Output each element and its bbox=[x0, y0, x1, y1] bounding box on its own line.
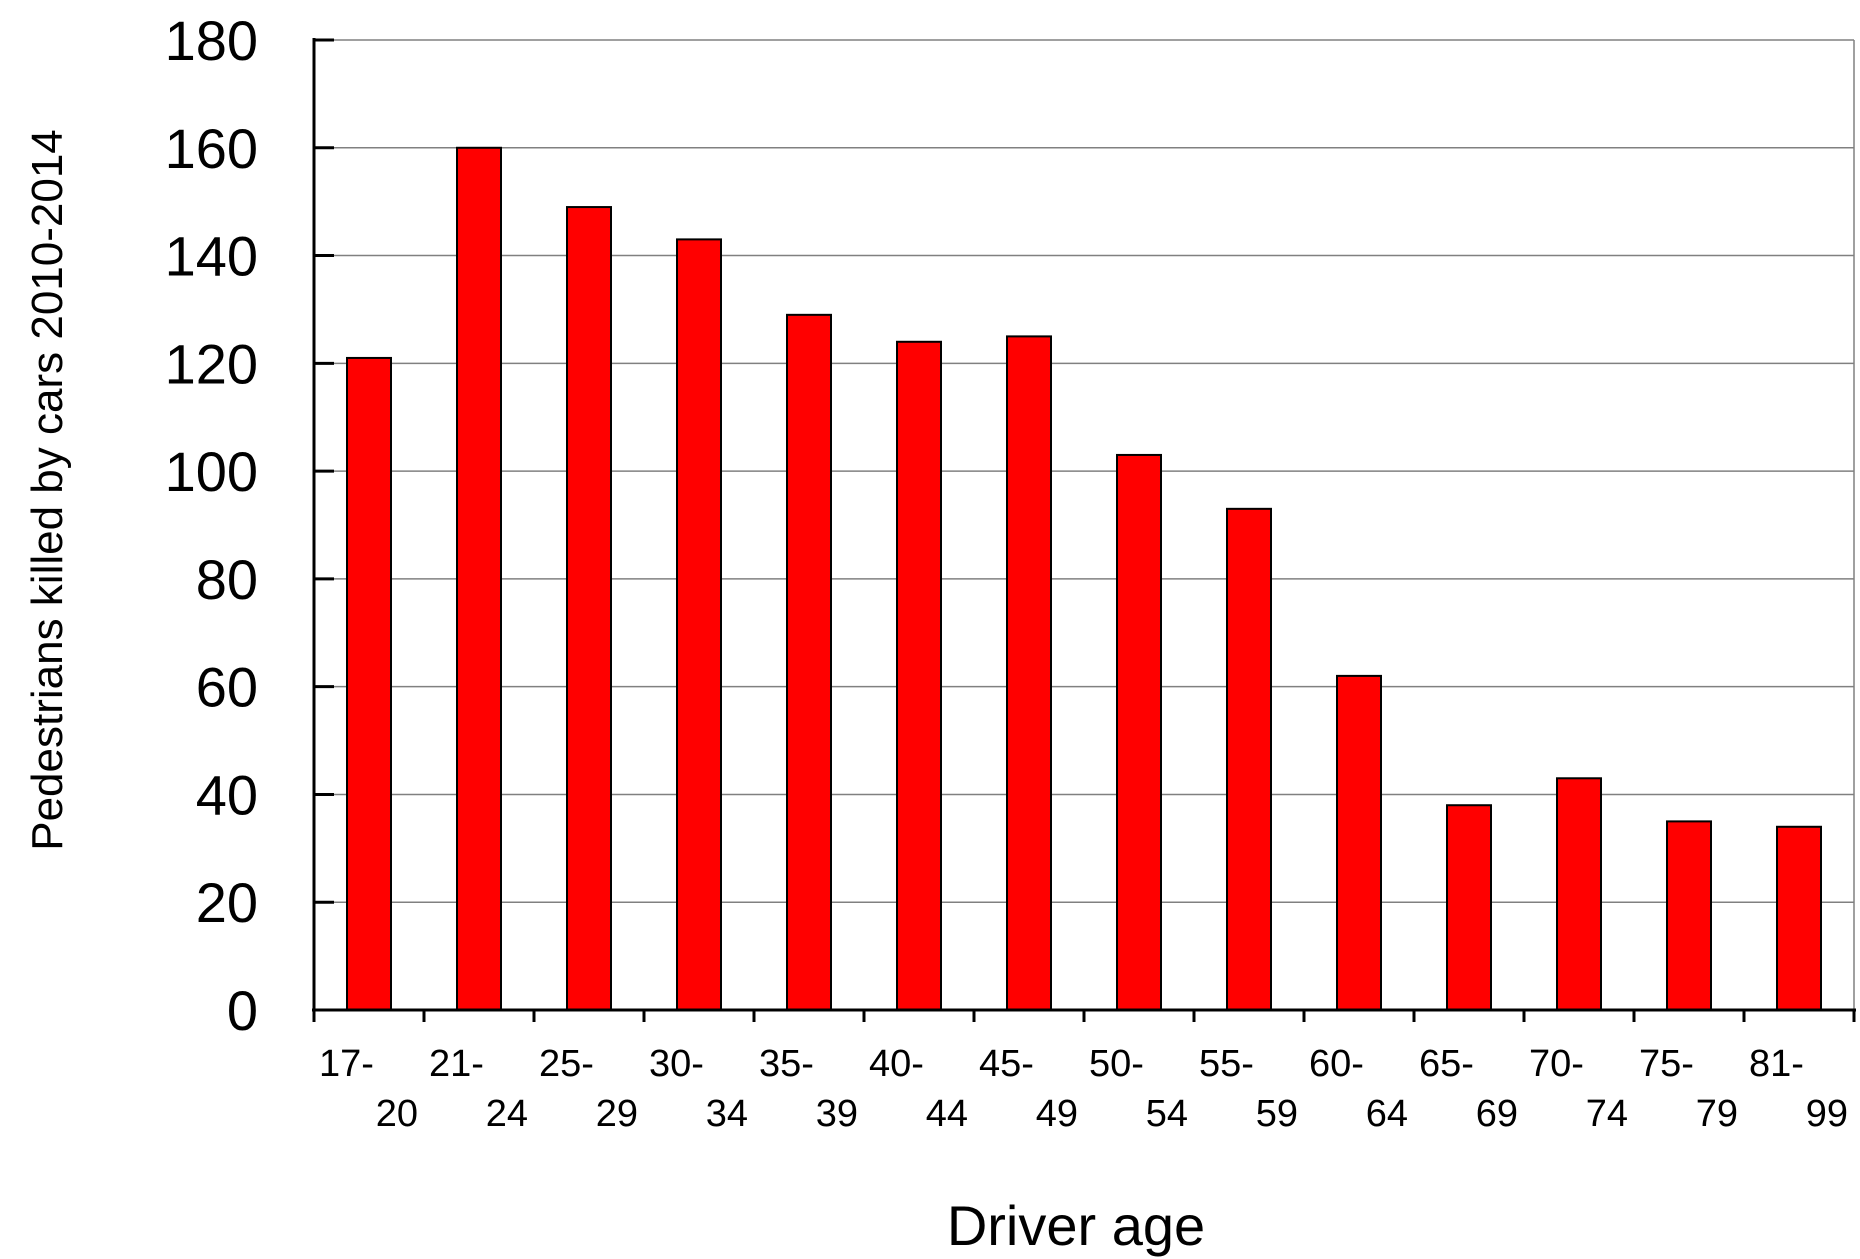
x-tick-label-bottom: 44 bbox=[926, 1093, 968, 1135]
bar bbox=[1226, 507, 1272, 1011]
x-tick-label-bottom: 74 bbox=[1586, 1093, 1628, 1135]
x-tick-label-top: 75- bbox=[1639, 1043, 1694, 1085]
x-tick-label-top: 45- bbox=[979, 1043, 1034, 1085]
x-tick-label-top: 25- bbox=[539, 1043, 594, 1085]
bar bbox=[456, 146, 502, 1011]
x-axis-tick-labels: 17-20 21-24 25-29 30-34 35-39 40-44 45-49 50-54… bbox=[319, 1043, 1848, 1135]
bar bbox=[896, 340, 942, 1011]
y-tick-label: 100 bbox=[165, 440, 258, 503]
bar bbox=[1336, 674, 1382, 1012]
x-tick-label-top: 50- bbox=[1089, 1043, 1144, 1085]
axes bbox=[312, 38, 1856, 1022]
x-tick-label-top: 17- bbox=[319, 1043, 374, 1085]
x-tick-label-bottom: 59 bbox=[1256, 1093, 1298, 1135]
x-tick-label-top: 70- bbox=[1529, 1043, 1584, 1085]
bar bbox=[566, 206, 612, 1012]
x-tick-label-bottom: 20 bbox=[376, 1093, 418, 1135]
y-tick-label: 140 bbox=[165, 225, 258, 288]
y-tick-label: 0 bbox=[227, 979, 258, 1042]
x-tick-label-top: 30- bbox=[649, 1043, 704, 1085]
x-tick-label-bottom: 99 bbox=[1806, 1093, 1848, 1135]
bar bbox=[786, 313, 832, 1012]
x-axis-title: Driver age bbox=[947, 1194, 1205, 1257]
x-tick-label-top: 60- bbox=[1309, 1043, 1364, 1085]
x-tick-label-bottom: 29 bbox=[596, 1093, 638, 1135]
x-tick-label-bottom: 64 bbox=[1366, 1093, 1408, 1135]
y-tick-label: 120 bbox=[165, 332, 258, 395]
y-tick-label: 20 bbox=[196, 871, 258, 934]
bar bbox=[1666, 820, 1712, 1012]
x-tick-label-bottom: 39 bbox=[816, 1093, 858, 1135]
bar bbox=[1446, 804, 1492, 1011]
x-tick-label-bottom: 24 bbox=[486, 1093, 528, 1135]
gridlines bbox=[314, 39, 1855, 1010]
bar bbox=[1116, 453, 1162, 1011]
bar bbox=[346, 356, 392, 1011]
x-tick-label-bottom: 49 bbox=[1036, 1093, 1078, 1135]
y-tick-label: 60 bbox=[196, 656, 258, 719]
y-axis-tick-labels: 0 20 40 60 80 100 120 140 160 180 bbox=[165, 9, 258, 1042]
x-tick-label-top: 81- bbox=[1749, 1043, 1804, 1085]
y-tick-label: 180 bbox=[165, 9, 258, 72]
x-tick-label-top: 21- bbox=[429, 1043, 484, 1085]
x-tick-label-bottom: 34 bbox=[706, 1093, 748, 1135]
bar bbox=[676, 238, 722, 1011]
y-tick-label: 160 bbox=[165, 117, 258, 180]
x-tick-label-top: 55- bbox=[1199, 1043, 1254, 1085]
bar bbox=[1006, 335, 1052, 1011]
x-tick-label-top: 35- bbox=[759, 1043, 814, 1085]
x-tick-label-bottom: 54 bbox=[1146, 1093, 1188, 1135]
x-tick-label-bottom: 69 bbox=[1476, 1093, 1518, 1135]
bar bbox=[1776, 825, 1822, 1011]
y-tick-label: 80 bbox=[196, 548, 258, 611]
x-tick-label-top: 65- bbox=[1419, 1043, 1474, 1085]
bar bbox=[1556, 777, 1602, 1011]
y-tick-label: 40 bbox=[196, 763, 258, 826]
x-tick-label-bottom: 79 bbox=[1696, 1093, 1738, 1135]
x-tick-label-top: 40- bbox=[869, 1043, 924, 1085]
y-axis-title: Pedestrians killed by cars 2010-2014 bbox=[23, 129, 72, 851]
